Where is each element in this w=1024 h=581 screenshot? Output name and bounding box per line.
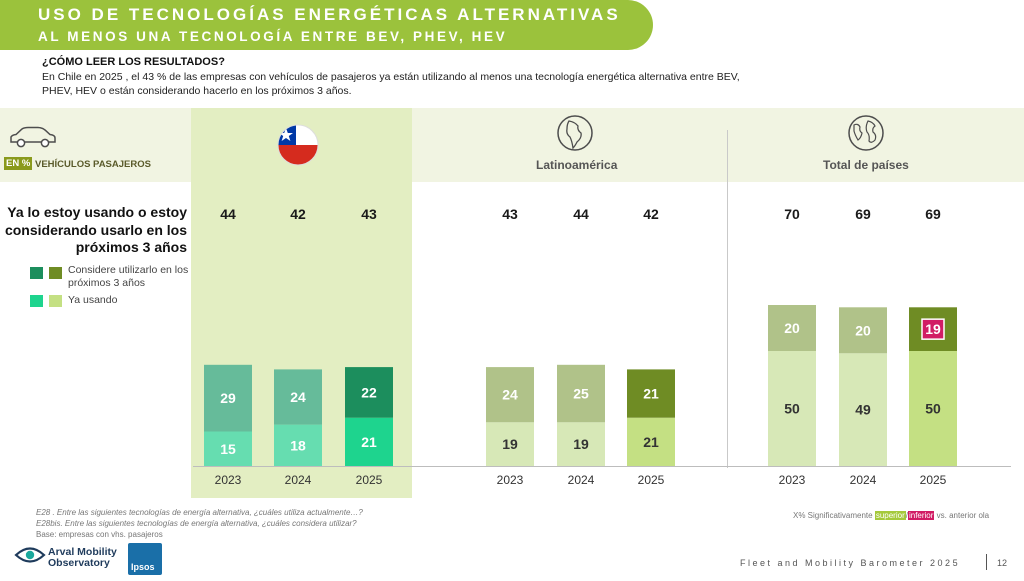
note-e28: E28 . Entre las siguientes tecnologías d… — [36, 508, 363, 517]
sig-suffix: vs. anterior ola — [936, 511, 990, 520]
significance-legend: X% Significativamente superior/inferior … — [793, 511, 989, 520]
bar-latam-2025-considering — [627, 369, 675, 418]
bar-latam-2024-using — [557, 422, 605, 466]
data-label-latam-2023-considering: 24 — [502, 387, 518, 403]
world-globe-icon — [848, 115, 884, 151]
bar-total-2025-using — [909, 351, 957, 466]
x-tick-chile-2023: 2023 — [215, 473, 242, 487]
sig-prefix: X% Significativamente — [793, 511, 873, 520]
note-e28bis: E28bis. Entre las siguientes tecnologías… — [36, 519, 357, 528]
chart-baseline — [193, 466, 1011, 467]
x-tick-latam-2024: 2024 — [568, 473, 595, 487]
data-label-total-2025-using: 50 — [925, 401, 941, 417]
data-label-latam-2025-using: 21 — [643, 434, 659, 450]
unit-badge: EN % — [4, 157, 33, 170]
total-label-total-2025: 69 — [925, 206, 941, 222]
bar-chile-2025-using — [345, 417, 393, 466]
legend-label-considering: Considere utilizarlo en los próximos 3 a… — [68, 264, 189, 289]
bar-total-2024-considering — [839, 307, 887, 354]
bar-chile-2023-using — [204, 431, 252, 466]
data-label-latam-2024-using: 19 — [573, 436, 589, 452]
footer-title: Fleet and Mobility Barometer 2025 — [740, 558, 961, 568]
americas-globe-icon — [557, 115, 593, 151]
bar-chile-2024-using — [274, 424, 322, 466]
bar-latam-2024-considering — [557, 364, 605, 423]
data-label-total-2023-using: 50 — [784, 401, 800, 417]
x-tick-latam-2025: 2025 — [638, 473, 665, 487]
page-number: 12 — [997, 558, 1008, 568]
x-tick-chile-2024: 2024 — [285, 473, 312, 487]
note-base: Base: empresas con vhs. pasajeros — [36, 530, 163, 539]
legend-swatch-considering-other — [49, 267, 62, 279]
arval-line1: Arval Mobility — [48, 546, 117, 558]
data-label-total-2024-considering: 20 — [855, 322, 871, 338]
ipsos-logo-text: Ipsos — [131, 562, 155, 572]
total-label-total-2024: 69 — [855, 206, 871, 222]
bar-latam-2023-considering — [486, 367, 534, 423]
legend-label-using: Ya usando — [68, 294, 118, 306]
data-label-chile-2024-considering: 24 — [290, 389, 306, 405]
bar-latam-2025-using — [627, 417, 675, 466]
region-label-total: Total de países — [823, 158, 909, 172]
data-label-total-2024-using: 49 — [855, 402, 871, 418]
ipsos-logo — [128, 543, 162, 575]
bar-chile-2025-considering — [345, 367, 393, 418]
total-label-latam-2024: 44 — [573, 206, 589, 222]
legend-swatch-considering-chile — [30, 267, 43, 279]
significance-marker-total-2025 — [921, 318, 945, 340]
question-label: Ya lo estoy usando o estoy considerando … — [4, 204, 187, 255]
bar-chile-2024-considering — [274, 369, 322, 425]
arval-eye-logo — [14, 547, 46, 563]
segment-label: VEHÍCULOS PASAJEROS — [35, 159, 151, 170]
bar-chile-2023-considering — [204, 364, 252, 432]
data-label-latam-2024-considering: 25 — [573, 386, 589, 402]
sig-higher-badge: superior — [874, 511, 906, 520]
page-title: USO DE TECNOLOGÍAS ENERGÉTICAS ALTERNATI… — [38, 5, 621, 24]
total-label-chile-2025: 43 — [361, 206, 377, 222]
total-label-latam-2023: 43 — [502, 206, 518, 222]
x-tick-total-2024: 2024 — [850, 473, 877, 487]
title-banner: USO DE TECNOLOGÍAS ENERGÉTICAS ALTERNATI… — [0, 0, 653, 50]
legend-swatch-using-other — [49, 295, 62, 307]
sig-lower-badge: inferior — [907, 511, 935, 520]
data-label-total-2025-considering: 19 — [925, 321, 941, 337]
car-icon — [10, 126, 56, 148]
data-label-total-2023-considering: 20 — [784, 320, 800, 336]
sig-separator: / — [905, 511, 908, 520]
total-label-total-2023: 70 — [784, 206, 800, 222]
bar-total-2023-using — [768, 351, 816, 466]
region-label-latam: Latinoamérica — [536, 158, 618, 172]
page-subtitle: AL MENOS UNA TECNOLOGÍA ENTRE BEV, PHEV,… — [38, 29, 508, 44]
chile-flag-icon — [277, 124, 319, 166]
data-label-chile-2025-using: 21 — [361, 434, 377, 450]
data-label-chile-2025-considering: 22 — [361, 384, 377, 400]
total-label-latam-2025: 42 — [643, 206, 659, 222]
data-label-latam-2023-using: 19 — [502, 436, 518, 452]
data-label-chile-2023-using: 15 — [220, 441, 236, 457]
how-to-read-body: En Chile en 2025 , el 43 % de las empres… — [42, 71, 740, 97]
x-tick-chile-2025: 2025 — [356, 473, 383, 487]
legend-swatch-using-chile — [30, 295, 43, 307]
bar-total-2024-using — [839, 353, 887, 466]
arval-line2: Observatory — [48, 557, 110, 569]
region-divider — [727, 130, 728, 468]
arval-logo-text: Arval Mobility Observatory — [48, 547, 117, 569]
bar-latam-2023-using — [486, 422, 534, 466]
total-label-chile-2023: 44 — [220, 206, 236, 222]
x-tick-total-2023: 2023 — [779, 473, 806, 487]
total-label-chile-2024: 42 — [290, 206, 306, 222]
how-to-read-title: ¿CÓMO LEER LOS RESULTADOS? — [42, 56, 225, 68]
data-label-latam-2025-considering: 21 — [643, 386, 659, 402]
data-label-chile-2023-considering: 29 — [220, 390, 236, 406]
bar-total-2023-considering — [768, 305, 816, 351]
x-tick-total-2025: 2025 — [920, 473, 947, 487]
x-tick-latam-2023: 2023 — [497, 473, 524, 487]
footer-separator — [986, 554, 987, 570]
data-label-chile-2024-using: 18 — [290, 437, 306, 453]
